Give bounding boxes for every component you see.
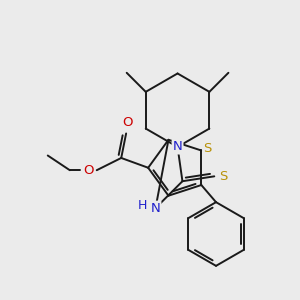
Text: S: S xyxy=(203,142,211,154)
Text: H: H xyxy=(137,199,147,212)
Text: O: O xyxy=(122,116,133,129)
Text: S: S xyxy=(219,170,227,183)
Text: N: N xyxy=(151,202,160,215)
Text: O: O xyxy=(83,164,93,177)
Text: N: N xyxy=(173,140,182,153)
